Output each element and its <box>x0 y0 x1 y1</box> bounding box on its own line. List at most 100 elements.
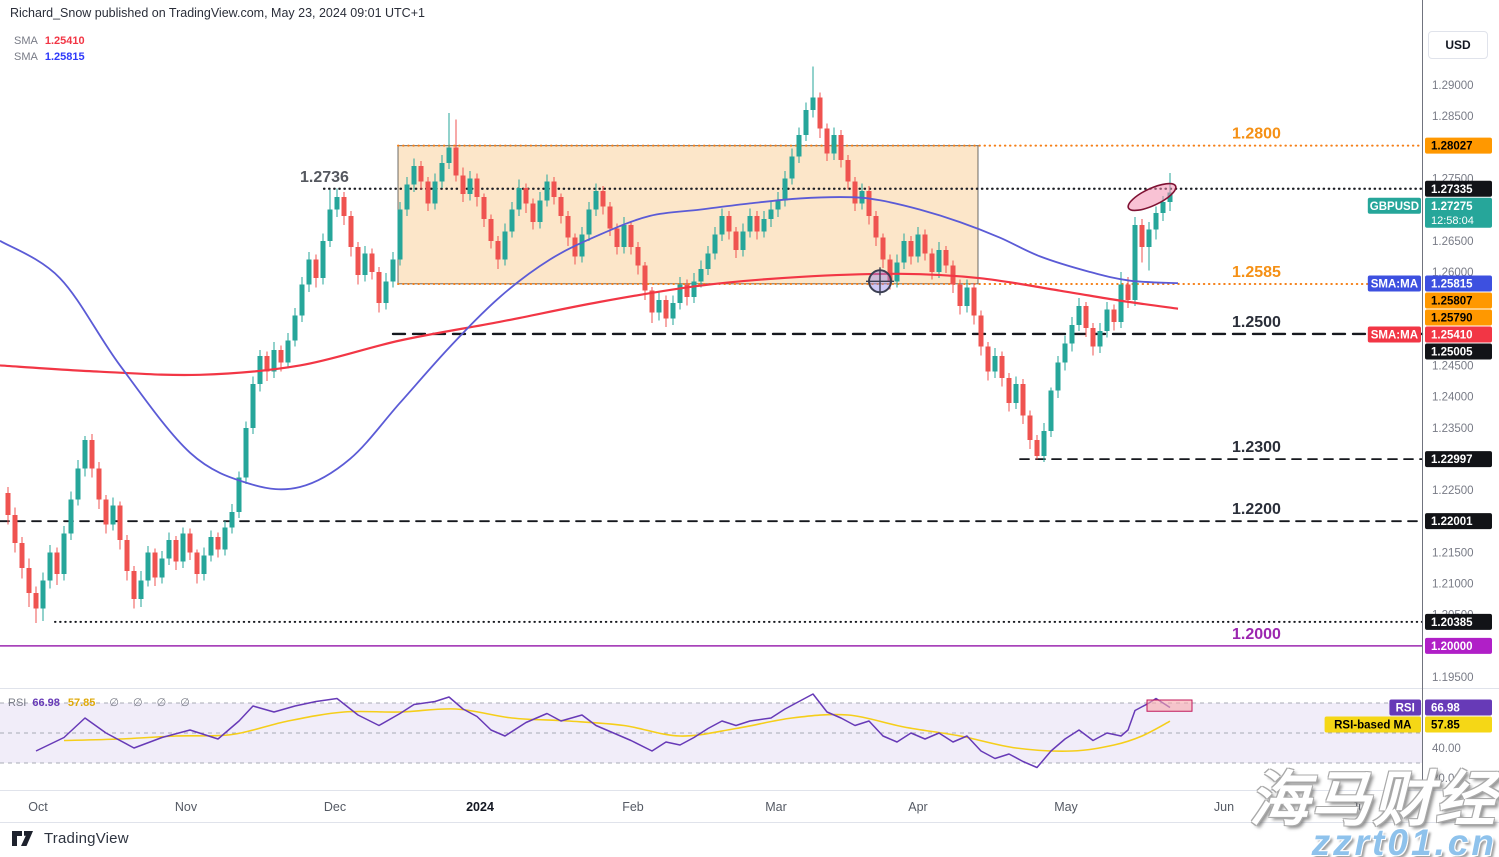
time-label-Dec: Dec <box>324 800 346 814</box>
price-tick-1.19500: 1.19500 <box>1432 672 1474 684</box>
candle-body <box>1132 225 1138 301</box>
price-tick-1.24000: 1.24000 <box>1432 392 1474 404</box>
consolidation-zone[interactable] <box>397 145 979 285</box>
candle-body <box>418 166 424 182</box>
candle-body <box>131 571 137 600</box>
axis-badge-1.20385: 1.20385 <box>1425 613 1492 630</box>
candle-body <box>642 265 648 291</box>
sma-cross-marker[interactable] <box>866 267 894 296</box>
sma-slow-line[interactable] <box>0 196 1179 491</box>
sma-fast-label: SMA <box>14 35 38 47</box>
candle-body <box>5 493 11 516</box>
candle-body <box>915 234 921 257</box>
candle-body <box>404 184 410 210</box>
candle-body <box>89 440 95 469</box>
candle-body <box>439 162 445 182</box>
rsi-pane[interactable] <box>0 693 1422 769</box>
svg-text:SMA:MA: SMA:MA <box>1371 329 1418 341</box>
candle-body <box>635 247 641 266</box>
rsi-legend-row[interactable]: RSI 66.98 57.85 ∅ ∅ ∅ ∅ <box>8 696 190 709</box>
svg-text:1.20000: 1.20000 <box>1431 641 1473 653</box>
sma-fast-line[interactable] <box>0 272 1179 377</box>
candle-body <box>873 215 879 238</box>
candle-body <box>82 440 88 469</box>
candle-body <box>558 197 564 216</box>
sma-fast-value: 1.25410 <box>44 35 85 47</box>
candle-body <box>537 200 543 223</box>
price-tick-1.29000: 1.29000 <box>1432 80 1474 92</box>
rsi-value: 66.98 <box>32 697 60 709</box>
candle-body <box>1013 384 1019 403</box>
candle-body <box>684 284 690 297</box>
svg-text:1.25815: 1.25815 <box>1431 278 1473 290</box>
candle-body <box>579 234 585 257</box>
candle-body <box>649 290 655 313</box>
tradingview-logo-text: TradingView <box>44 830 129 847</box>
tradingview-branding[interactable]: TradingView <box>12 830 129 847</box>
candle-body <box>1034 440 1040 456</box>
rsi-ma-line[interactable] <box>63 708 1171 752</box>
candle-body <box>992 356 998 372</box>
tradingview-logo-icon <box>12 831 33 846</box>
breakout-highlight[interactable] <box>1125 178 1179 215</box>
rsi-highlight-box[interactable] <box>1146 699 1193 712</box>
candle-body <box>96 468 102 500</box>
candle-body <box>145 552 151 581</box>
candle-body <box>509 209 515 232</box>
price-scale[interactable]: 1.290001.285001.280001.275001.270001.265… <box>1324 80 1492 785</box>
candle-body <box>425 181 431 204</box>
time-label-May: May <box>1054 800 1078 814</box>
candle-body <box>838 134 844 160</box>
candle-body <box>54 552 60 575</box>
candle-body <box>117 505 123 540</box>
candle-body <box>1146 229 1152 248</box>
candle-body <box>243 427 249 478</box>
price-tick-1.26500: 1.26500 <box>1432 236 1474 248</box>
candle-body <box>1062 343 1068 363</box>
svg-text:57.85: 57.85 <box>1431 720 1460 732</box>
candle-body <box>768 209 774 219</box>
candle-body <box>572 237 578 257</box>
candle-body <box>495 240 501 260</box>
candle-body <box>957 284 963 307</box>
candle-body <box>502 231 508 260</box>
candle-body <box>362 253 368 276</box>
candle-body <box>747 215 753 232</box>
sma-fast-legend-row[interactable]: SMA 1.25410 <box>14 33 85 49</box>
candle-body <box>208 536 214 556</box>
candle-body <box>705 253 711 269</box>
level-label-1.2200: 1.2200 <box>1232 501 1281 518</box>
candle-body <box>726 215 732 232</box>
candle-body <box>180 533 186 562</box>
candle-body <box>943 250 949 266</box>
rsi-label: RSI <box>8 697 27 709</box>
candle-body <box>719 215 725 235</box>
candle-body <box>194 552 200 575</box>
sma-slow-value: 1.25815 <box>44 51 85 63</box>
svg-text:GBPUSD: GBPUSD <box>1370 201 1419 213</box>
axis-badge-66.98: 66.98 <box>1425 699 1492 716</box>
currency-unit-button[interactable]: USD <box>1428 31 1488 59</box>
candle-body <box>852 181 858 204</box>
candle-body <box>397 209 403 260</box>
candle-body <box>19 543 25 568</box>
candle-body <box>985 346 991 372</box>
candle-body <box>1118 284 1124 322</box>
candle-body <box>656 300 662 313</box>
price-tick-1.22500: 1.22500 <box>1432 485 1474 497</box>
indicator-legend: SMA 1.25410 SMA 1.25815 <box>14 33 85 65</box>
sma-slow-legend-row[interactable]: SMA 1.25815 <box>14 49 85 65</box>
price-tick-1.24500: 1.24500 <box>1432 360 1474 372</box>
candle-body <box>320 240 326 279</box>
time-scale[interactable]: Oct Nov Dec 2024 Feb Mar Apr May Jun Jul <box>28 800 1368 814</box>
time-label-Jun: Jun <box>1214 800 1234 814</box>
candle-body <box>936 250 942 272</box>
price-pane[interactable]: 1.2800 1.2736 1.2585 1.2500 1.2300 1.2200 1.20… <box>0 66 1424 647</box>
candle-body <box>978 315 984 347</box>
axis-badge-1.25815: 1.25815 <box>1425 275 1492 292</box>
rsi-line[interactable] <box>35 693 1171 769</box>
price-tick-1.21500: 1.21500 <box>1432 547 1474 559</box>
candle-body <box>201 555 207 575</box>
candle-body <box>1076 306 1082 325</box>
